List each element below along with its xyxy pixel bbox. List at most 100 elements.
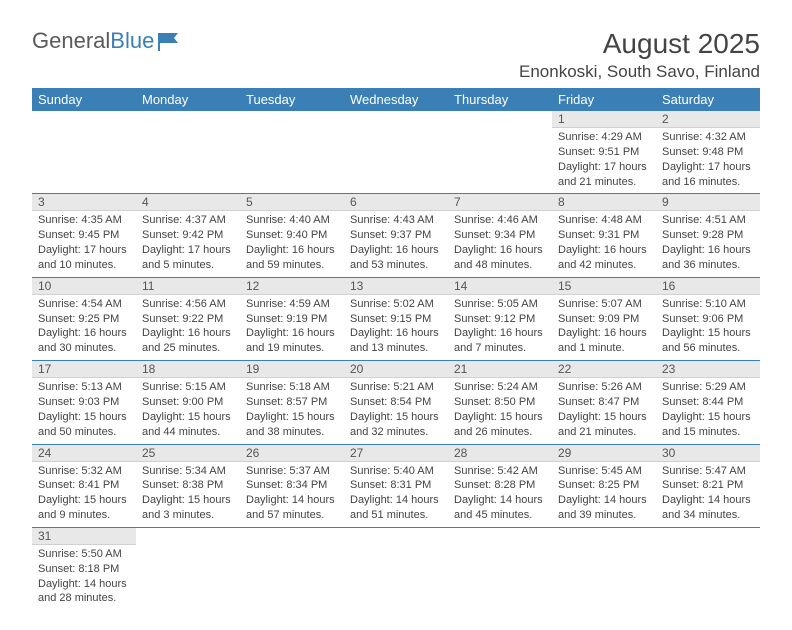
daylight-text-2: and 15 minutes. xyxy=(662,425,754,440)
day-info: Sunrise: 5:18 AMSunset: 8:57 PMDaylight:… xyxy=(240,378,344,443)
daylight-text: Daylight: 16 hours xyxy=(246,326,338,341)
sunset-text: Sunset: 9:06 PM xyxy=(662,312,754,327)
dayheader-row: SundayMondayTuesdayWednesdayThursdayFrid… xyxy=(32,88,760,111)
calendar-cell: 24Sunrise: 5:32 AMSunset: 8:41 PMDayligh… xyxy=(32,444,136,527)
daylight-text: Daylight: 17 hours xyxy=(142,243,234,258)
sunset-text: Sunset: 8:41 PM xyxy=(38,478,130,493)
day-info: Sunrise: 4:29 AMSunset: 9:51 PMDaylight:… xyxy=(552,128,656,193)
calendar-row: 3Sunrise: 4:35 AMSunset: 9:45 PMDaylight… xyxy=(32,194,760,277)
day-info: Sunrise: 5:29 AMSunset: 8:44 PMDaylight:… xyxy=(656,378,760,443)
day-info: Sunrise: 4:54 AMSunset: 9:25 PMDaylight:… xyxy=(32,295,136,360)
calendar-cell: 5Sunrise: 4:40 AMSunset: 9:40 PMDaylight… xyxy=(240,194,344,277)
calendar-cell: 18Sunrise: 5:15 AMSunset: 9:00 PMDayligh… xyxy=(136,361,240,444)
sunrise-text: Sunrise: 5:24 AM xyxy=(454,380,546,395)
calendar-cell: 26Sunrise: 5:37 AMSunset: 8:34 PMDayligh… xyxy=(240,444,344,527)
daylight-text-2: and 26 minutes. xyxy=(454,425,546,440)
daylight-text: Daylight: 15 hours xyxy=(142,493,234,508)
day-number: 19 xyxy=(240,361,344,378)
day-number: 12 xyxy=(240,278,344,295)
sunrise-text: Sunrise: 4:56 AM xyxy=(142,297,234,312)
calendar-cell-empty xyxy=(448,111,552,194)
day-info: Sunrise: 5:24 AMSunset: 8:50 PMDaylight:… xyxy=(448,378,552,443)
day-info: Sunrise: 4:46 AMSunset: 9:34 PMDaylight:… xyxy=(448,211,552,276)
daylight-text-2: and 7 minutes. xyxy=(454,341,546,356)
daylight-text-2: and 51 minutes. xyxy=(350,508,442,523)
logo-flag-icon xyxy=(156,31,182,51)
day-number: 21 xyxy=(448,361,552,378)
calendar-row: 1Sunrise: 4:29 AMSunset: 9:51 PMDaylight… xyxy=(32,111,760,194)
sunrise-text: Sunrise: 5:47 AM xyxy=(662,464,754,479)
sunset-text: Sunset: 8:25 PM xyxy=(558,478,650,493)
sunrise-text: Sunrise: 5:29 AM xyxy=(662,380,754,395)
day-number: 31 xyxy=(32,528,136,545)
sunrise-text: Sunrise: 5:37 AM xyxy=(246,464,338,479)
sunset-text: Sunset: 9:25 PM xyxy=(38,312,130,327)
sunrise-text: Sunrise: 4:48 AM xyxy=(558,213,650,228)
calendar-row: 17Sunrise: 5:13 AMSunset: 9:03 PMDayligh… xyxy=(32,361,760,444)
daylight-text: Daylight: 16 hours xyxy=(246,243,338,258)
sunset-text: Sunset: 8:28 PM xyxy=(454,478,546,493)
day-number: 29 xyxy=(552,445,656,462)
calendar-cell-empty xyxy=(656,527,760,610)
calendar-cell: 15Sunrise: 5:07 AMSunset: 9:09 PMDayligh… xyxy=(552,277,656,360)
sunrise-text: Sunrise: 4:40 AM xyxy=(246,213,338,228)
day-number: 6 xyxy=(344,194,448,211)
calendar-table: SundayMondayTuesdayWednesdayThursdayFrid… xyxy=(32,88,760,610)
sunrise-text: Sunrise: 4:35 AM xyxy=(38,213,130,228)
day-info: Sunrise: 5:40 AMSunset: 8:31 PMDaylight:… xyxy=(344,462,448,527)
page-header: GeneralBlue August 2025 Enonkoski, South… xyxy=(32,28,760,82)
daylight-text-2: and 19 minutes. xyxy=(246,341,338,356)
sunrise-text: Sunrise: 5:07 AM xyxy=(558,297,650,312)
daylight-text: Daylight: 16 hours xyxy=(662,243,754,258)
day-info: Sunrise: 4:40 AMSunset: 9:40 PMDaylight:… xyxy=(240,211,344,276)
day-info: Sunrise: 5:05 AMSunset: 9:12 PMDaylight:… xyxy=(448,295,552,360)
dayheader-monday: Monday xyxy=(136,88,240,111)
logo-text-blue: Blue xyxy=(110,28,154,54)
calendar-cell: 29Sunrise: 5:45 AMSunset: 8:25 PMDayligh… xyxy=(552,444,656,527)
day-number: 4 xyxy=(136,194,240,211)
sunset-text: Sunset: 9:00 PM xyxy=(142,395,234,410)
day-number: 15 xyxy=(552,278,656,295)
day-info: Sunrise: 5:50 AMSunset: 8:18 PMDaylight:… xyxy=(32,545,136,610)
daylight-text-2: and 9 minutes. xyxy=(38,508,130,523)
sunrise-text: Sunrise: 5:10 AM xyxy=(662,297,754,312)
sunset-text: Sunset: 8:50 PM xyxy=(454,395,546,410)
calendar-cell: 31Sunrise: 5:50 AMSunset: 8:18 PMDayligh… xyxy=(32,527,136,610)
sunset-text: Sunset: 8:47 PM xyxy=(558,395,650,410)
day-info: Sunrise: 5:13 AMSunset: 9:03 PMDaylight:… xyxy=(32,378,136,443)
day-info: Sunrise: 5:15 AMSunset: 9:00 PMDaylight:… xyxy=(136,378,240,443)
daylight-text: Daylight: 15 hours xyxy=(246,410,338,425)
sunrise-text: Sunrise: 5:42 AM xyxy=(454,464,546,479)
day-number: 2 xyxy=(656,111,760,128)
daylight-text: Daylight: 16 hours xyxy=(454,326,546,341)
sunset-text: Sunset: 9:22 PM xyxy=(142,312,234,327)
sunset-text: Sunset: 9:48 PM xyxy=(662,145,754,160)
sunrise-text: Sunrise: 4:51 AM xyxy=(662,213,754,228)
calendar-cell: 12Sunrise: 4:59 AMSunset: 9:19 PMDayligh… xyxy=(240,277,344,360)
day-info: Sunrise: 5:26 AMSunset: 8:47 PMDaylight:… xyxy=(552,378,656,443)
daylight-text-2: and 38 minutes. xyxy=(246,425,338,440)
daylight-text-2: and 10 minutes. xyxy=(38,258,130,273)
daylight-text-2: and 39 minutes. xyxy=(558,508,650,523)
calendar-cell: 9Sunrise: 4:51 AMSunset: 9:28 PMDaylight… xyxy=(656,194,760,277)
sunset-text: Sunset: 9:12 PM xyxy=(454,312,546,327)
daylight-text-2: and 3 minutes. xyxy=(142,508,234,523)
sunset-text: Sunset: 8:18 PM xyxy=(38,562,130,577)
daylight-text: Daylight: 15 hours xyxy=(662,410,754,425)
daylight-text: Daylight: 16 hours xyxy=(350,326,442,341)
sunset-text: Sunset: 8:57 PM xyxy=(246,395,338,410)
sunset-text: Sunset: 8:31 PM xyxy=(350,478,442,493)
sunset-text: Sunset: 9:42 PM xyxy=(142,228,234,243)
day-number: 8 xyxy=(552,194,656,211)
day-number: 9 xyxy=(656,194,760,211)
daylight-text: Daylight: 14 hours xyxy=(350,493,442,508)
calendar-cell: 19Sunrise: 5:18 AMSunset: 8:57 PMDayligh… xyxy=(240,361,344,444)
sunrise-text: Sunrise: 5:40 AM xyxy=(350,464,442,479)
sunrise-text: Sunrise: 4:37 AM xyxy=(142,213,234,228)
calendar-cell: 4 Sunrise: 4:37 AMSunset: 9:42 PMDaylight… xyxy=(136,194,240,277)
day-number: 7 xyxy=(448,194,552,211)
calendar-cell: 11Sunrise: 4:56 AMSunset: 9:22 PMDayligh… xyxy=(136,277,240,360)
sunset-text: Sunset: 9:37 PM xyxy=(350,228,442,243)
daylight-text: Daylight: 15 hours xyxy=(350,410,442,425)
daylight-text: Daylight: 15 hours xyxy=(454,410,546,425)
